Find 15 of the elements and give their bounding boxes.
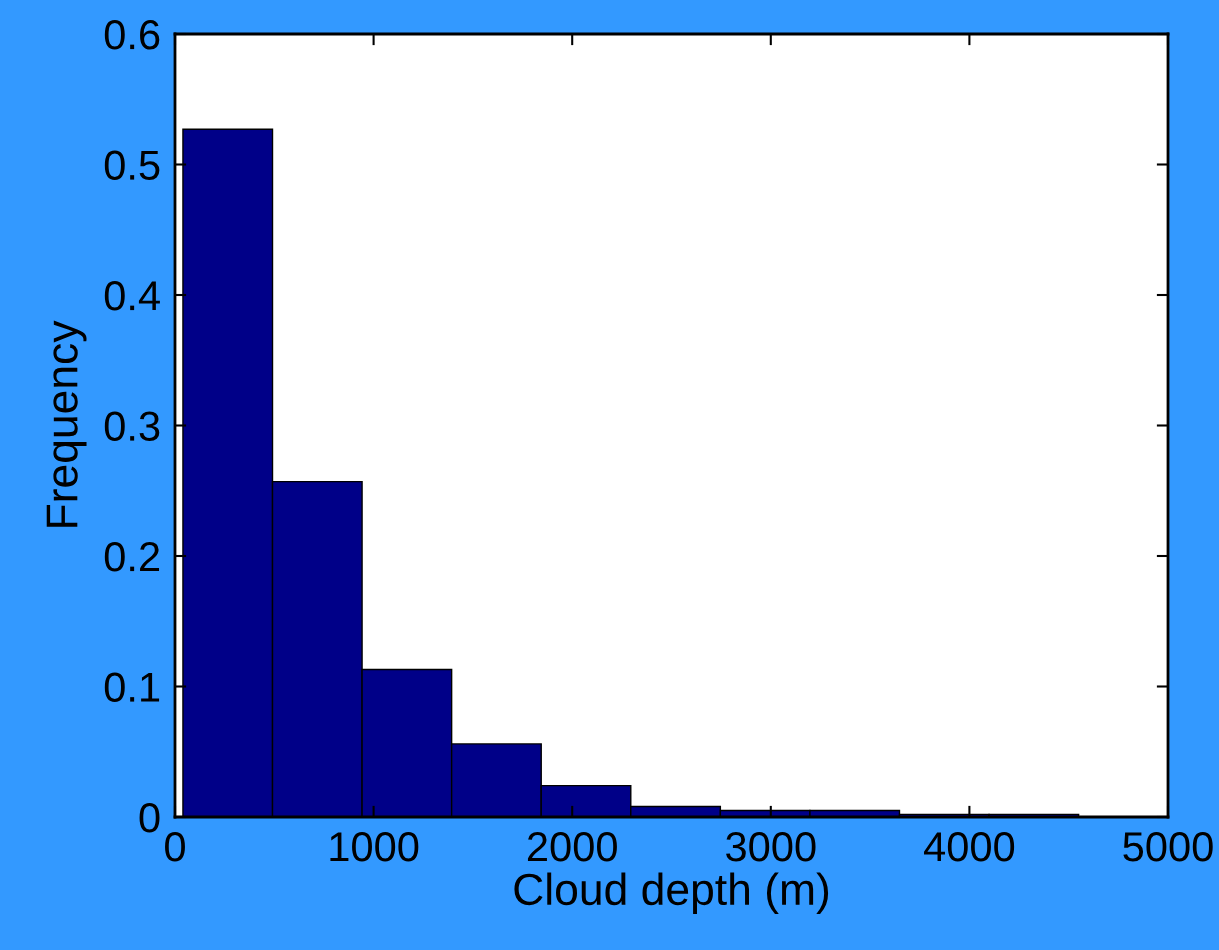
y-tick-label: 0.3 [104,411,160,442]
y-tick-label: 0.4 [104,281,160,311]
y-axis-title: Frequency [46,320,87,527]
y-tick-label: 0.1 [104,672,160,703]
x-tick-label: 4000 [924,831,1015,862]
y-tick-label: 0.6 [104,20,160,50]
x-tick-label: 2000 [527,831,617,862]
y-tick-label: 0.2 [104,542,160,572]
x-tick-label: 0 [165,831,185,862]
y-tick-label: 0 [139,803,160,833]
x-tick-label: 1000 [330,831,419,862]
x-tick-label: 3000 [726,831,816,862]
x-tick-label: 5000 [1123,831,1213,862]
y-tick-label: 0.5 [104,150,160,181]
x-axis-title: Cloud depth (m) [514,872,829,914]
